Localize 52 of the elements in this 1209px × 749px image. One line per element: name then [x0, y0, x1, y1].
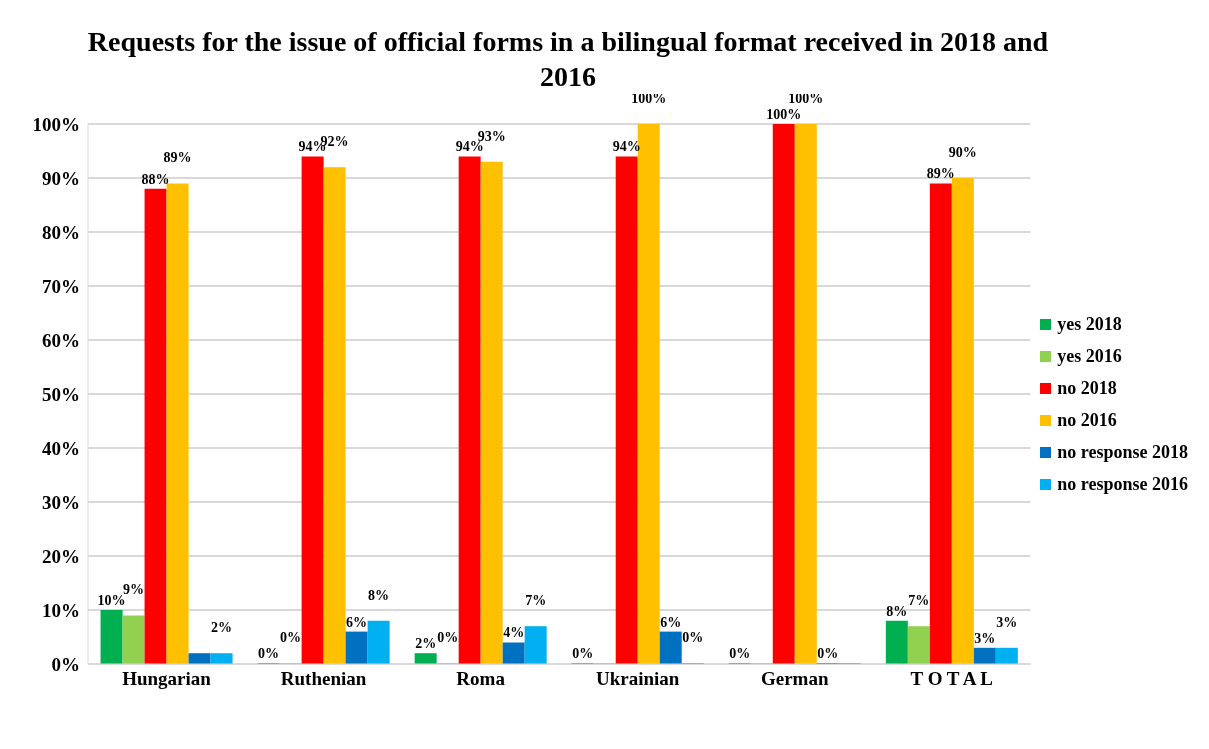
data-label: 100%: [631, 91, 667, 106]
y-tick-label: 30%: [42, 491, 80, 513]
y-tick-label: 10%: [42, 599, 80, 621]
y-tick-label: 50%: [42, 383, 80, 405]
data-label: 0%: [817, 646, 839, 661]
data-label: 0%: [682, 630, 704, 645]
y-tick-label: 0%: [51, 653, 80, 675]
legend-label: no 2016: [1057, 409, 1117, 432]
y-tick-label: 80%: [42, 221, 80, 243]
data-label: 0%: [437, 630, 459, 645]
data-label: 3%: [974, 630, 996, 646]
y-tick-label: 70%: [42, 275, 80, 297]
data-label: 100%: [788, 91, 824, 106]
data-label: 100%: [766, 107, 802, 122]
data-label: 3%: [996, 614, 1018, 630]
data-label: 4%: [503, 625, 525, 641]
data-label: 0%: [729, 646, 751, 661]
data-label: 8%: [886, 603, 908, 619]
x-tick-label: T O T A L: [910, 668, 993, 690]
data-label: 0%: [258, 646, 280, 661]
data-label: 89%: [926, 166, 955, 182]
data-label: 88%: [141, 171, 170, 187]
y-tick-label: 90%: [42, 167, 80, 189]
data-label: 8%: [368, 587, 390, 603]
y-tick-label: 60%: [42, 329, 80, 351]
data-label: 90%: [948, 145, 977, 160]
x-tick-label: Ruthenian: [280, 668, 367, 690]
data-label: 2%: [415, 636, 437, 652]
data-label: 2%: [211, 620, 233, 636]
data-label: 7%: [525, 593, 547, 609]
y-tick-label: 100%: [32, 113, 80, 135]
data-label: 7%: [908, 593, 930, 609]
legend-label: yes 2016: [1057, 345, 1122, 368]
y-tick-label: 20%: [42, 545, 80, 567]
x-tick-label: Ukrainian: [595, 668, 680, 690]
data-label: 0%: [280, 630, 302, 645]
y-tick-label: 40%: [42, 437, 80, 459]
legend-label: no 2018: [1057, 377, 1117, 400]
data-label: 6%: [346, 614, 368, 630]
data-label: 0%: [572, 646, 594, 661]
data-label: 10%: [97, 593, 126, 608]
data-label: 6%: [660, 614, 682, 630]
data-label: 94%: [455, 139, 484, 155]
x-tick-label: German: [760, 668, 829, 690]
chart-title: Requests for the issue of official forms in a bilingual format received in 2018 and 2016: [87, 26, 1049, 92]
data-label: 9%: [123, 582, 145, 598]
legend-label: no response 2016: [1057, 473, 1188, 496]
x-tick-label: Hungarian: [122, 668, 212, 690]
x-tick-label: Roma: [456, 668, 506, 690]
legend-label: no response 2018: [1057, 441, 1188, 464]
data-label: 89%: [163, 150, 192, 166]
legend-label: yes 2018: [1057, 313, 1122, 336]
